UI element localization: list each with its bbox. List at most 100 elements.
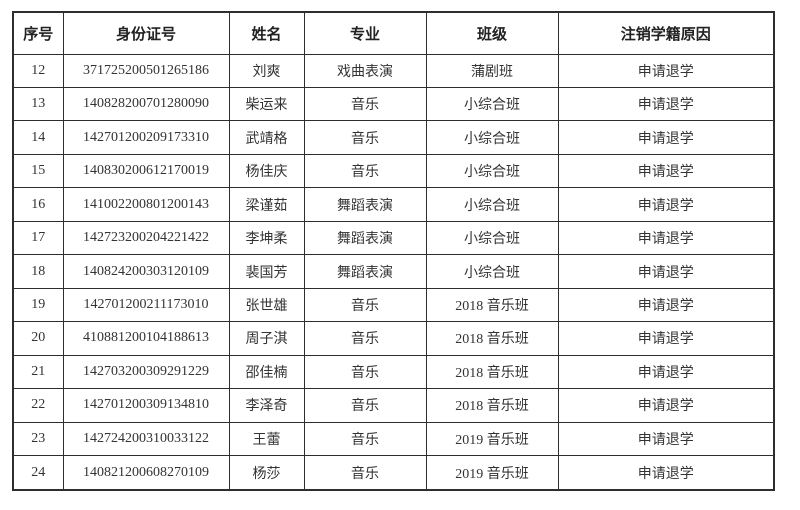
cell-major: 舞蹈表演 [303, 187, 427, 222]
cell-id: 410881200104188613 [62, 321, 230, 356]
cell-index: 13 [12, 86, 64, 122]
cell-major: 音乐 [303, 421, 427, 457]
cell-id: 142703200309291229 [62, 354, 230, 390]
table-row: 22 142701200309134810 李泽奇 音乐 2018 音乐班 申请退学 [12, 388, 775, 423]
cell-major: 音乐 [303, 321, 427, 356]
cell-name: 张世雄 [228, 287, 305, 323]
cell-name: 裴国芳 [228, 254, 305, 289]
cell-major: 音乐 [303, 153, 427, 189]
cell-id: 142723200204221422 [62, 220, 230, 256]
cell-class: 小综合班 [425, 254, 559, 289]
table-row: 13 140828200701280090 柴运来 音乐 小综合班 申请退学 [12, 86, 775, 122]
cell-reason: 申请退学 [557, 187, 775, 222]
header-cell-major: 专业 [303, 11, 427, 55]
cell-name: 武靖格 [228, 120, 305, 155]
cell-reason: 申请退学 [557, 421, 775, 457]
table-row: 17 142723200204221422 李坤柔 舞蹈表演 小综合班 申请退学 [12, 220, 775, 256]
cell-index: 23 [12, 421, 64, 457]
cell-class: 小综合班 [425, 220, 559, 256]
cell-reason: 申请退学 [557, 455, 775, 491]
student-withdrawal-table: 序号 身份证号 姓名 专业 班级 注销学籍原因 12 37172520050126… [12, 11, 775, 491]
header-cell-id: 身份证号 [62, 11, 230, 55]
table-row: 16 141002200801200143 梁谨茹 舞蹈表演 小综合班 申请退学 [12, 187, 775, 222]
cell-id: 371725200501265186 [62, 53, 230, 88]
cell-major: 音乐 [303, 388, 427, 423]
cell-class: 2018 音乐班 [425, 321, 559, 356]
table-row: 14 142701200209173310 武靖格 音乐 小综合班 申请退学 [12, 120, 775, 155]
cell-reason: 申请退学 [557, 120, 775, 155]
header-cell-reason: 注销学籍原因 [557, 11, 775, 55]
table-row: 15 140830200612170019 杨佳庆 音乐 小综合班 申请退学 [12, 153, 775, 189]
cell-id: 141002200801200143 [62, 187, 230, 222]
cell-class: 蒲剧班 [425, 53, 559, 88]
cell-major: 音乐 [303, 287, 427, 323]
cell-reason: 申请退学 [557, 287, 775, 323]
cell-class: 2018 音乐班 [425, 287, 559, 323]
cell-index: 16 [12, 187, 64, 222]
cell-index: 24 [12, 455, 64, 491]
table-body: 12 371725200501265186 刘爽 戏曲表演 蒲剧班 申请退学 13 14082… [12, 53, 775, 491]
cell-name: 王蕾 [228, 421, 305, 457]
header-cell-index: 序号 [12, 11, 64, 55]
cell-name: 杨佳庆 [228, 153, 305, 189]
cell-name: 刘爽 [228, 53, 305, 88]
cell-index: 21 [12, 354, 64, 390]
cell-major: 音乐 [303, 120, 427, 155]
cell-class: 小综合班 [425, 187, 559, 222]
cell-reason: 申请退学 [557, 153, 775, 189]
cell-name: 李泽奇 [228, 388, 305, 423]
cell-reason: 申请退学 [557, 53, 775, 88]
table-row: 19 142701200211173010 张世雄 音乐 2018 音乐班 申请退学 [12, 287, 775, 323]
cell-id: 142701200309134810 [62, 388, 230, 423]
cell-name: 柴运来 [228, 86, 305, 122]
cell-reason: 申请退学 [557, 220, 775, 256]
cell-class: 2019 音乐班 [425, 421, 559, 457]
cell-name: 梁谨茹 [228, 187, 305, 222]
cell-class: 2019 音乐班 [425, 455, 559, 491]
cell-id: 140828200701280090 [62, 86, 230, 122]
cell-index: 18 [12, 254, 64, 289]
header-cell-class: 班级 [425, 11, 559, 55]
cell-index: 12 [12, 53, 64, 88]
cell-id: 140830200612170019 [62, 153, 230, 189]
cell-index: 17 [12, 220, 64, 256]
cell-class: 2018 音乐班 [425, 388, 559, 423]
table-row: 12 371725200501265186 刘爽 戏曲表演 蒲剧班 申请退学 [12, 53, 775, 88]
cell-id: 140824200303120109 [62, 254, 230, 289]
cell-id: 142701200211173010 [62, 287, 230, 323]
cell-reason: 申请退学 [557, 388, 775, 423]
table-row: 21 142703200309291229 邵佳楠 音乐 2018 音乐班 申请退学 [12, 354, 775, 390]
cell-major: 舞蹈表演 [303, 220, 427, 256]
cell-reason: 申请退学 [557, 86, 775, 122]
cell-class: 小综合班 [425, 153, 559, 189]
cell-class: 小综合班 [425, 120, 559, 155]
table-row: 20 410881200104188613 周子淇 音乐 2018 音乐班 申请退学 [12, 321, 775, 356]
table-header: 序号 身份证号 姓名 专业 班级 注销学籍原因 [12, 11, 775, 55]
header-row: 序号 身份证号 姓名 专业 班级 注销学籍原因 [12, 11, 775, 55]
cell-major: 舞蹈表演 [303, 254, 427, 289]
cell-id: 142701200209173310 [62, 120, 230, 155]
cell-major: 音乐 [303, 354, 427, 390]
cell-id: 142724200310033122 [62, 421, 230, 457]
table-row: 18 140824200303120109 裴国芳 舞蹈表演 小综合班 申请退学 [12, 254, 775, 289]
cell-name: 周子淇 [228, 321, 305, 356]
cell-index: 14 [12, 120, 64, 155]
cell-name: 杨莎 [228, 455, 305, 491]
cell-index: 15 [12, 153, 64, 189]
cell-class: 小综合班 [425, 86, 559, 122]
cell-index: 20 [12, 321, 64, 356]
cell-reason: 申请退学 [557, 321, 775, 356]
table-row: 24 140821200608270109 杨莎 音乐 2019 音乐班 申请退学 [12, 455, 775, 491]
cell-id: 140821200608270109 [62, 455, 230, 491]
header-cell-name: 姓名 [228, 11, 305, 55]
cell-reason: 申请退学 [557, 254, 775, 289]
cell-major: 音乐 [303, 86, 427, 122]
cell-major: 音乐 [303, 455, 427, 491]
cell-class: 2018 音乐班 [425, 354, 559, 390]
cell-index: 22 [12, 388, 64, 423]
cell-name: 李坤柔 [228, 220, 305, 256]
cell-major: 戏曲表演 [303, 53, 427, 88]
cell-name: 邵佳楠 [228, 354, 305, 390]
cell-index: 19 [12, 287, 64, 323]
table-row: 23 142724200310033122 王蕾 音乐 2019 音乐班 申请退学 [12, 421, 775, 457]
